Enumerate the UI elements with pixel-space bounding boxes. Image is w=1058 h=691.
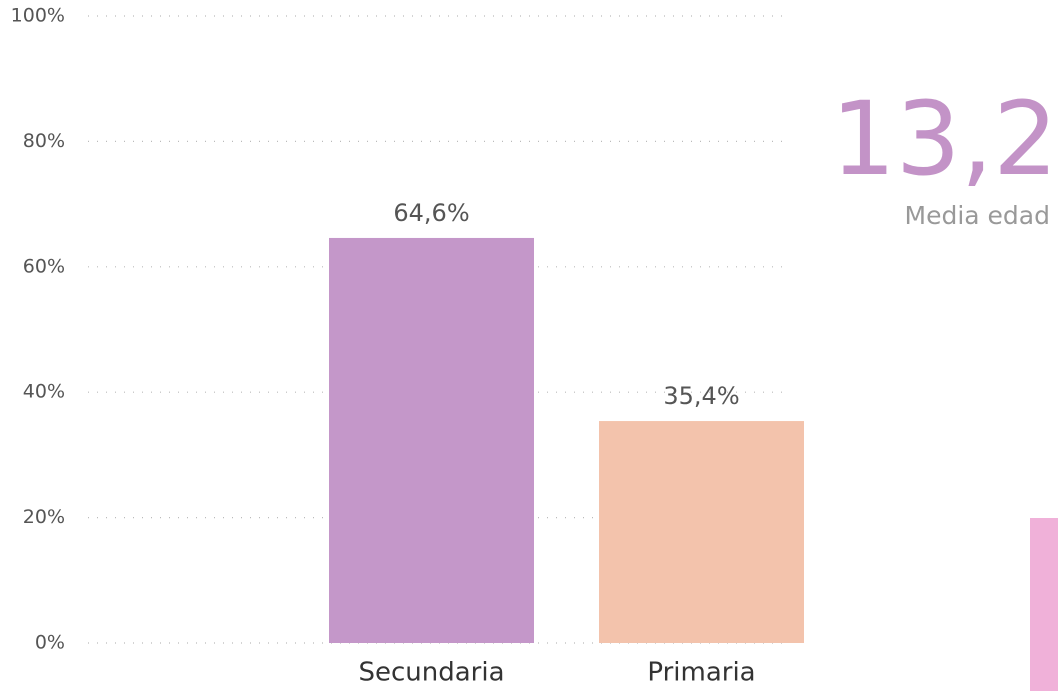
- y-tick-label: 100%: [11, 5, 65, 27]
- card-value: 13,2: [831, 80, 1058, 199]
- x-tick-label: Secundaria: [358, 658, 504, 688]
- x-tick-label: Primaria: [647, 658, 755, 688]
- card-label: Media edad: [905, 201, 1050, 230]
- y-tick-label: 60%: [23, 255, 65, 277]
- value-label: 35,4%: [663, 382, 739, 410]
- y-tick-label: 40%: [23, 381, 65, 403]
- bar: [329, 237, 534, 643]
- bar: [599, 421, 804, 643]
- value-label: 64,6%: [393, 199, 469, 227]
- y-tick-label: 80%: [23, 130, 65, 152]
- y-tick-label: 0%: [35, 632, 65, 654]
- y-tick-label: 20%: [23, 506, 65, 528]
- partial-bar: [1030, 518, 1058, 691]
